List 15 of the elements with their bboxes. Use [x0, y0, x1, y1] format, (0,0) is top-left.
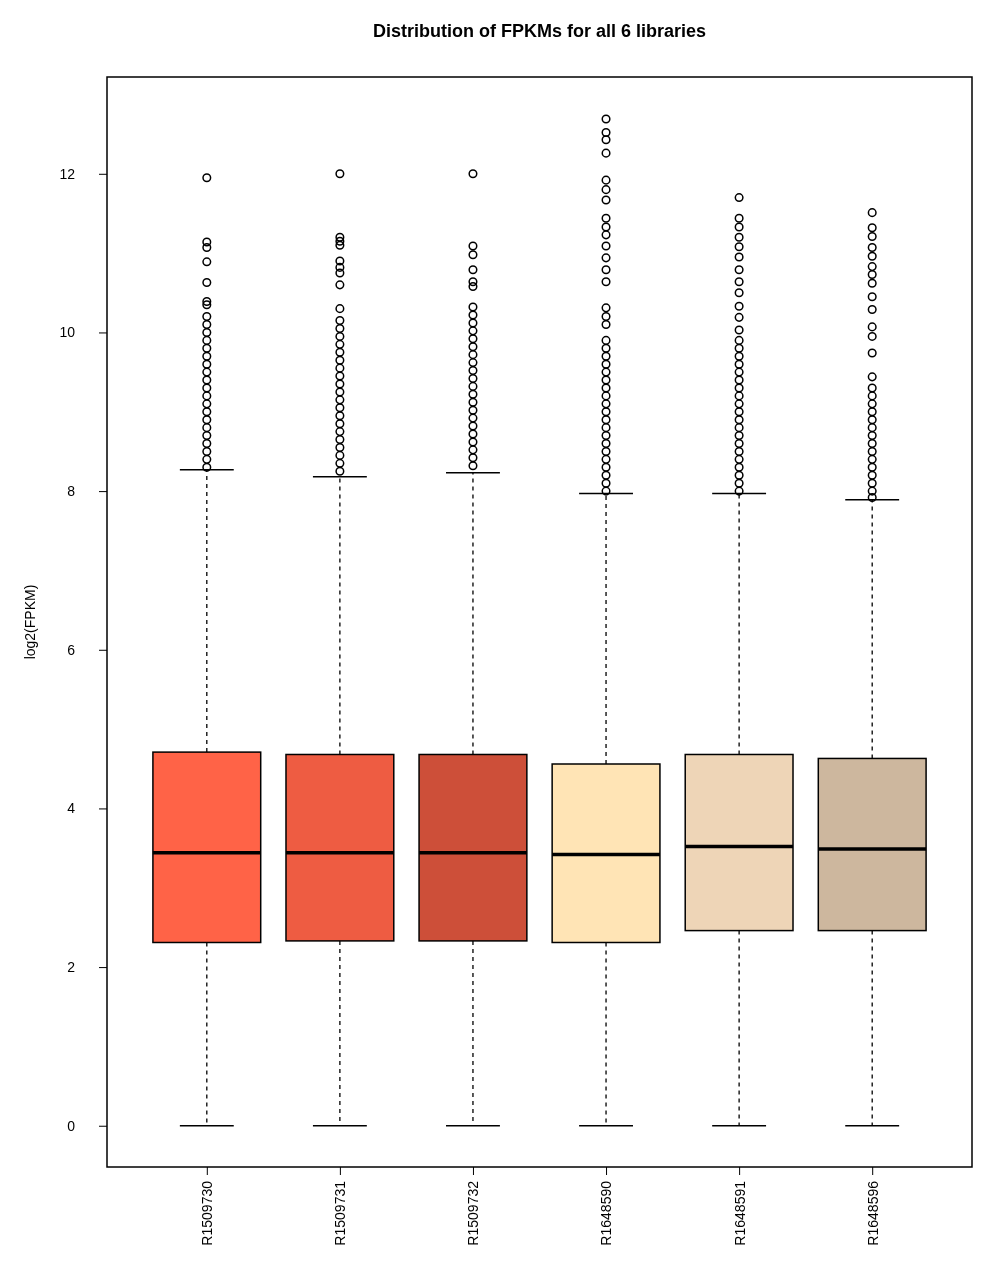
y-tick-label: 4 — [67, 800, 76, 817]
y-tick-label: 10 — [59, 324, 76, 341]
x-tick-label: R1509732 — [465, 1180, 482, 1246]
y-tick-label: 8 — [67, 483, 76, 500]
y-tick-label: 12 — [59, 165, 76, 182]
x-tick-label: R1648590 — [598, 1180, 615, 1246]
y-tick-label: 6 — [67, 641, 76, 658]
x-tick-label: R1648596 — [864, 1180, 881, 1246]
chart-title: Distribution of FPKMs for all 6 libraries — [372, 21, 707, 41]
x-tick-label: R1648591 — [731, 1180, 748, 1246]
x-tick-label: R1509730 — [199, 1180, 216, 1246]
y-axis-title: log2(FPKM) — [22, 584, 38, 660]
x-tick-label: R1509731 — [332, 1180, 349, 1246]
y-tick-label: 2 — [67, 959, 76, 976]
y-tick-label: 0 — [67, 1117, 76, 1134]
